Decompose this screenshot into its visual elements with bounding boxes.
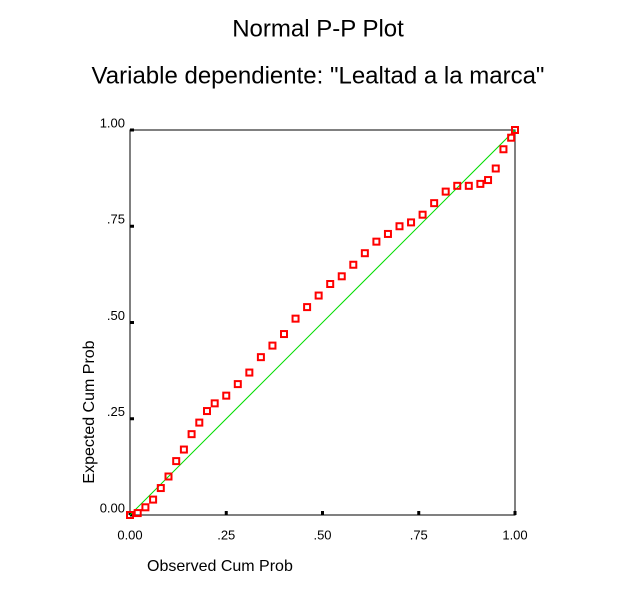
point [133,509,142,518]
point [407,218,416,227]
point [314,291,323,300]
point [507,133,516,142]
chart-subtitle: Variable dependiente: "Lealtad a la marc… [92,62,545,89]
x-tick-label: 0.00 [117,527,142,542]
point [179,445,188,454]
point [453,181,462,190]
x-tick-label: 1.00 [502,527,527,542]
point [141,503,150,512]
y-tick-label: .75 [107,212,125,227]
y-axis-label: Expected Cum Prob [81,340,98,483]
y-tick-label: 0.00 [100,500,125,515]
point [126,511,134,519]
point [360,249,369,258]
point [187,430,196,439]
point [383,229,392,238]
point [418,210,427,219]
point [303,303,312,312]
point [499,145,508,154]
point [210,399,219,408]
point [372,237,381,246]
point [156,484,165,493]
point [464,181,473,190]
point [172,457,181,466]
point [149,495,158,504]
point [476,179,485,188]
point [326,280,335,288]
point [484,176,493,185]
point [291,314,300,323]
point [222,391,231,400]
point [164,472,173,481]
x-tick-label: .25 [217,527,235,542]
y-tick-label: .50 [107,308,125,323]
point [395,222,404,231]
x-tick-label: .75 [410,527,428,542]
point [256,353,265,362]
x-tick-label: .50 [313,527,331,542]
point [245,368,254,377]
point [280,330,288,339]
y-tick-label: .25 [107,404,125,419]
chart-title: Normal P-P Plot [232,15,404,42]
point [349,260,358,269]
point [491,164,500,173]
x-axis-label: Observed Cum Prob [147,558,293,575]
point [511,126,519,134]
point [337,272,346,281]
point [203,407,211,416]
point [268,341,277,350]
point [441,187,450,196]
point [195,418,204,427]
point [430,199,439,208]
point [233,380,242,389]
y-tick-label: 1.00 [100,115,125,130]
reference-line [129,129,516,516]
